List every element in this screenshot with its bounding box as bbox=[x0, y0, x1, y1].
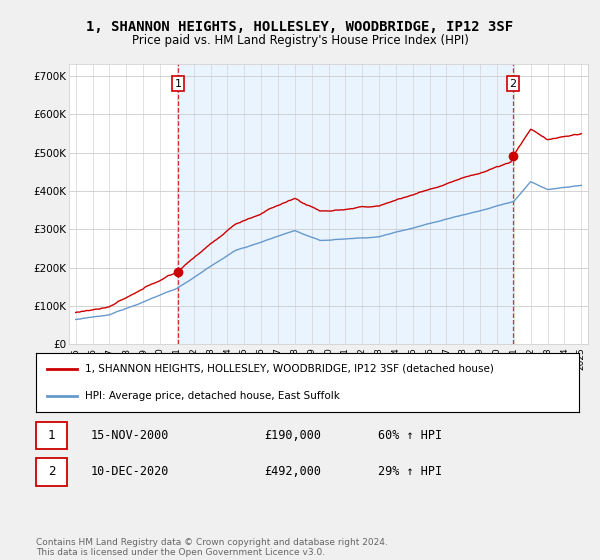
Text: 1: 1 bbox=[48, 429, 55, 442]
Text: £492,000: £492,000 bbox=[264, 465, 321, 478]
Text: £190,000: £190,000 bbox=[264, 429, 321, 442]
Text: 1, SHANNON HEIGHTS, HOLLESLEY, WOODBRIDGE, IP12 3SF (detached house): 1, SHANNON HEIGHTS, HOLLESLEY, WOODBRIDG… bbox=[85, 363, 494, 374]
Text: HPI: Average price, detached house, East Suffolk: HPI: Average price, detached house, East… bbox=[85, 391, 340, 401]
Text: 29% ↑ HPI: 29% ↑ HPI bbox=[378, 465, 442, 478]
Text: Price paid vs. HM Land Registry's House Price Index (HPI): Price paid vs. HM Land Registry's House … bbox=[131, 34, 469, 46]
Text: 15-NOV-2000: 15-NOV-2000 bbox=[91, 429, 169, 442]
FancyBboxPatch shape bbox=[36, 422, 67, 449]
FancyBboxPatch shape bbox=[36, 458, 67, 486]
Text: 1, SHANNON HEIGHTS, HOLLESLEY, WOODBRIDGE, IP12 3SF: 1, SHANNON HEIGHTS, HOLLESLEY, WOODBRIDG… bbox=[86, 20, 514, 34]
Text: 2: 2 bbox=[509, 78, 517, 88]
Text: 1: 1 bbox=[175, 78, 182, 88]
Text: 60% ↑ HPI: 60% ↑ HPI bbox=[378, 429, 442, 442]
Bar bbox=[178, 64, 513, 344]
Text: 2: 2 bbox=[48, 465, 55, 478]
Text: 10-DEC-2020: 10-DEC-2020 bbox=[91, 465, 169, 478]
Text: Contains HM Land Registry data © Crown copyright and database right 2024.
This d: Contains HM Land Registry data © Crown c… bbox=[36, 538, 388, 557]
